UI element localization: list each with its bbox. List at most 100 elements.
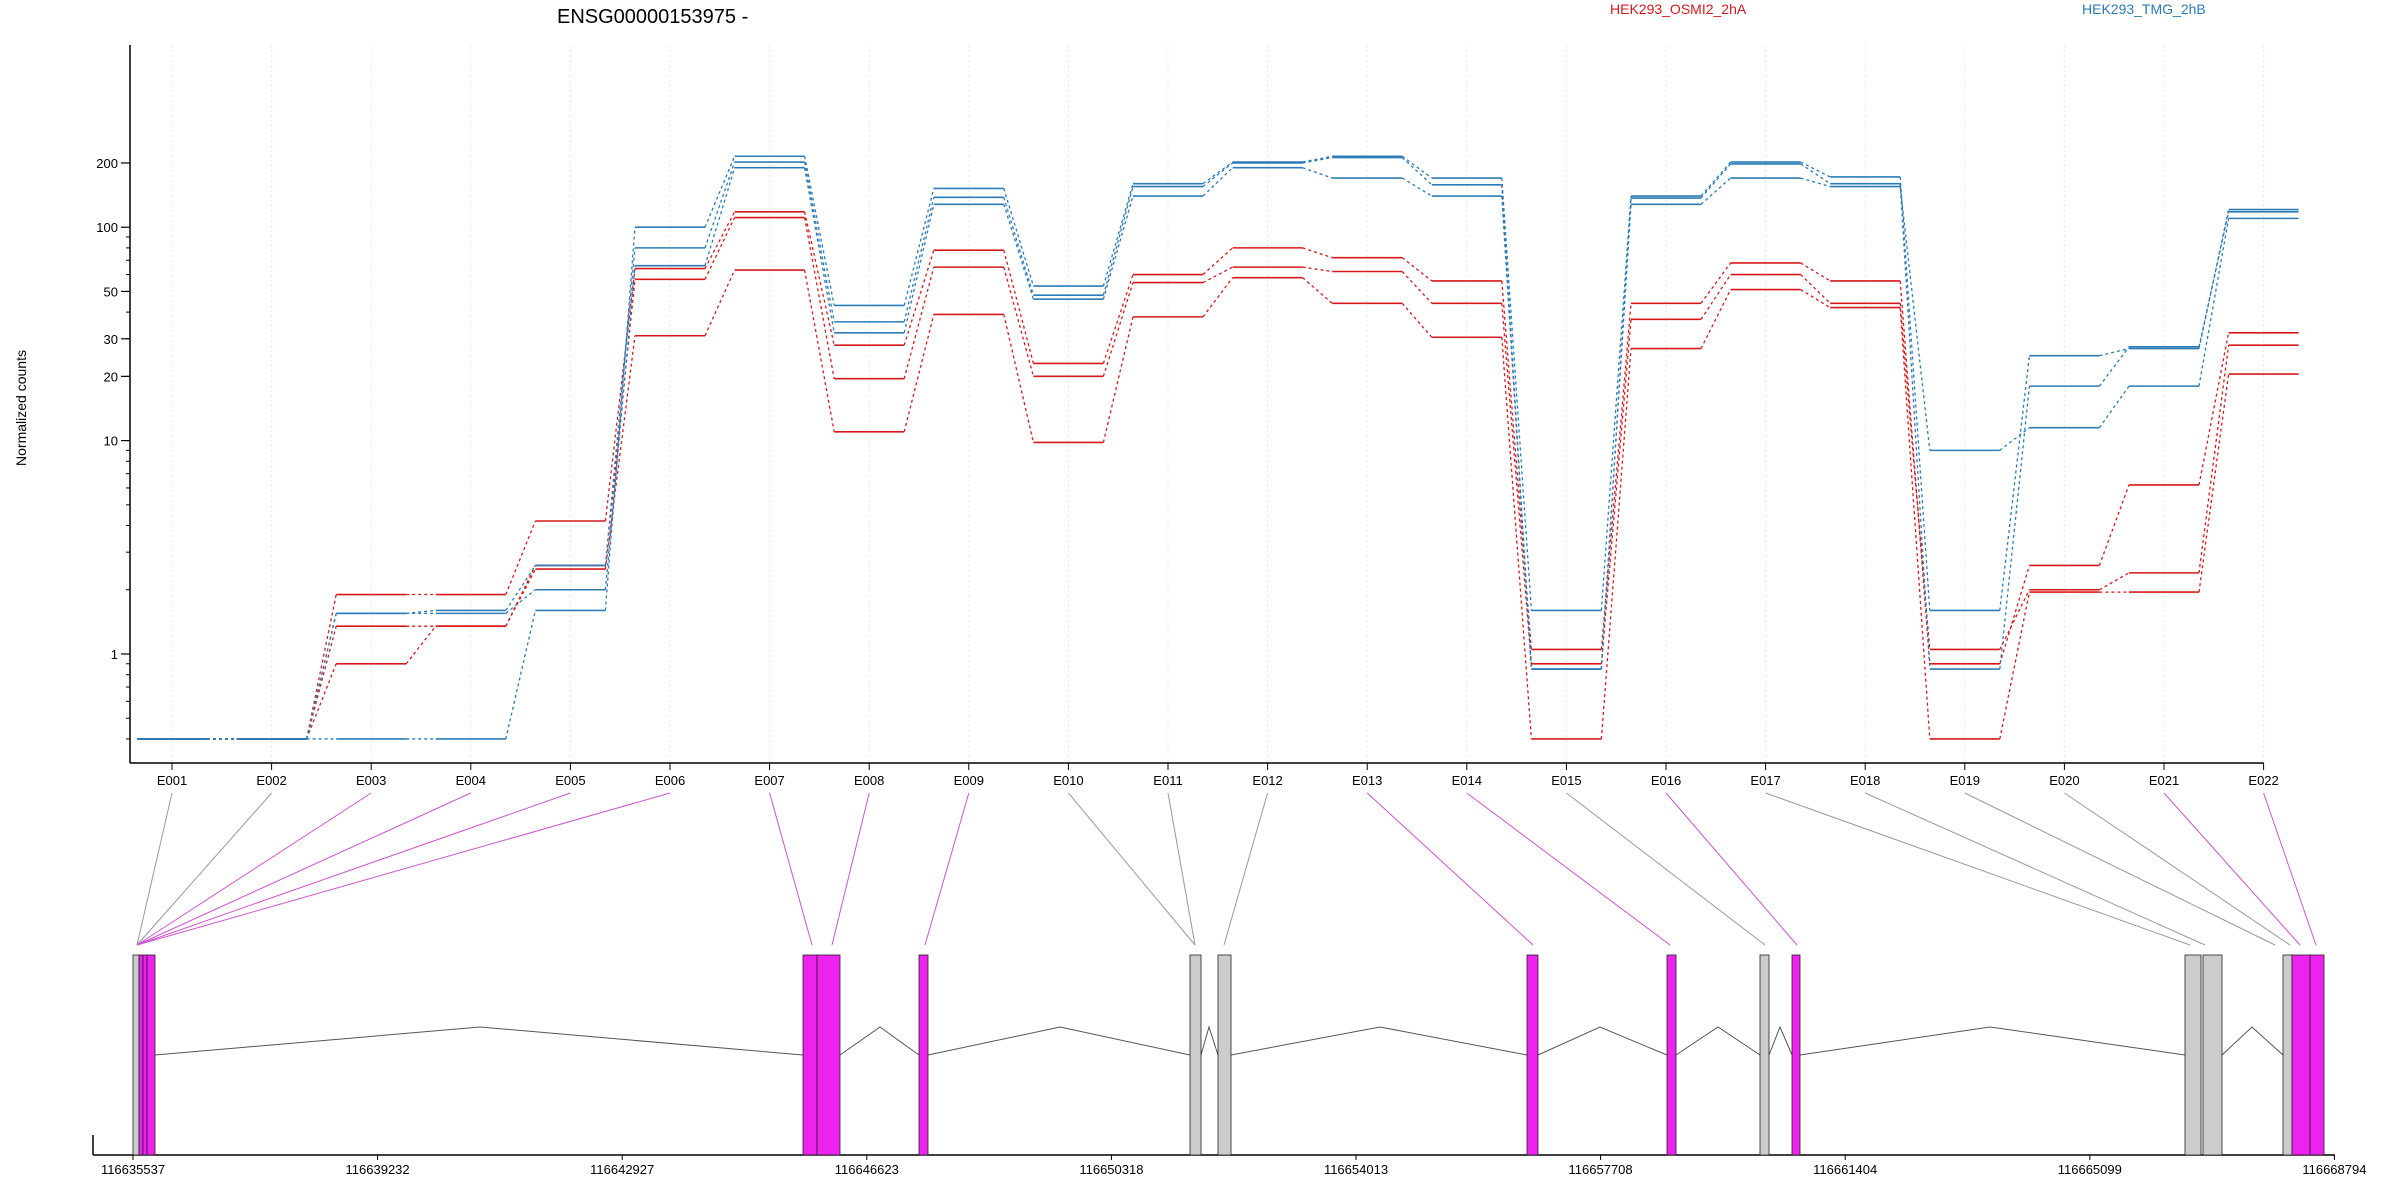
- series-connector: [1501, 303, 1533, 664]
- exon-connector: [1223, 792, 1269, 946]
- series-connector: [1501, 177, 1533, 611]
- exon-connector: [136, 792, 173, 946]
- exon-connector: [924, 792, 970, 946]
- exon-box: [2184, 954, 2202, 1156]
- series-connector: [1202, 277, 1234, 318]
- series-connector: [903, 250, 935, 346]
- coord-label: 116642927: [590, 1162, 654, 1177]
- intron: [1768, 1025, 1793, 1056]
- series-connector: [604, 247, 636, 566]
- legend-series-osmi2: HEK293_OSMI2_2hA: [1610, 1, 1747, 17]
- exon-box: [918, 954, 929, 1156]
- intron: [927, 1026, 1191, 1056]
- series-connector: [903, 188, 935, 306]
- series-connector: [1899, 176, 1931, 611]
- x-tick-label: E010: [1053, 773, 1083, 788]
- legend-series-tmg: HEK293_TMG_2hB: [2082, 1, 2206, 17]
- series-connector: [803, 269, 835, 432]
- coord-label: 116654013: [1324, 1162, 1388, 1177]
- series-connector: [2198, 211, 2230, 347]
- series-connector: [405, 625, 437, 665]
- series-connector: [1102, 274, 1134, 364]
- exon-box: [2309, 954, 2325, 1156]
- series-connector: [1600, 348, 1632, 739]
- series-connector: [1302, 156, 1333, 164]
- series-connector: [505, 589, 536, 614]
- series-connector: [1102, 282, 1134, 377]
- genomic-coordinate-axis: 116635537 116639232 116642927 116646623 1166…: [101, 1155, 2366, 1177]
- series-connector: [1501, 337, 1533, 739]
- exon-connector: [1864, 792, 2206, 946]
- y-tick-label: 30: [104, 332, 118, 347]
- series-connector: [1600, 319, 1632, 664]
- series-connector: [2198, 345, 2230, 573]
- exon-connector: [136, 792, 372, 946]
- series-connector: [1003, 266, 1035, 377]
- x-tick-label: E017: [1750, 773, 1780, 788]
- series-connector: [1501, 195, 1533, 670]
- series-connector: [305, 594, 337, 740]
- x-tick-label: E022: [2248, 773, 2278, 788]
- exon-connector: [1167, 792, 1196, 946]
- intron: [1200, 1025, 1219, 1056]
- series-connector: [1102, 316, 1134, 443]
- exon-box: [1189, 954, 1202, 1156]
- series-connector: [1003, 314, 1035, 443]
- exon-connector: [1964, 792, 2276, 946]
- series-connector: [1999, 355, 2031, 611]
- series-connector: [1003, 204, 1035, 300]
- x-tick-label: E020: [2049, 773, 2079, 788]
- y-tick-label: 10: [104, 434, 118, 449]
- series-connector: [1999, 565, 2031, 664]
- exon-box: [2202, 954, 2223, 1156]
- series-connector: [803, 156, 835, 306]
- intron: [2221, 1026, 2284, 1056]
- coord-label: 116665099: [2058, 1162, 2122, 1177]
- series-connector: [1302, 155, 1333, 163]
- x-tick-label: E004: [456, 773, 486, 788]
- series-connector: [1999, 427, 2030, 451]
- series-connector: [2098, 484, 2130, 566]
- exon-box: [132, 954, 140, 1156]
- series-connector: [1202, 266, 1233, 284]
- series-connector: [1401, 257, 1433, 282]
- series-connector: [1899, 307, 1931, 739]
- intron: [1799, 1026, 2186, 1056]
- series-connector: [1102, 195, 1134, 300]
- series-connector: [2198, 218, 2230, 387]
- exon-connector: [831, 792, 870, 946]
- series-connector: [1202, 247, 1234, 276]
- series-connector: [305, 663, 337, 740]
- exon-box: [1526, 954, 1539, 1156]
- series-layer: [137, 155, 2299, 740]
- series-connector: [803, 211, 835, 346]
- series-connector: [1800, 289, 1831, 309]
- series-connector: [704, 217, 736, 280]
- coord-label: 116661404: [1813, 1162, 1877, 1177]
- coord-label: 116646623: [835, 1162, 899, 1177]
- series-connector: [903, 314, 935, 432]
- x-tick-label: E002: [256, 773, 286, 788]
- coord-label: 116657708: [1569, 1162, 1633, 1177]
- series-connector: [1700, 161, 1732, 197]
- exon-box: [1759, 954, 1770, 1156]
- exon-box: [1791, 954, 1801, 1156]
- exon-connector: [1068, 792, 1196, 946]
- exon-box: [146, 954, 156, 1156]
- series-connector: [1302, 277, 1333, 304]
- series-connector: [1700, 163, 1732, 199]
- exon-box: [2282, 954, 2293, 1156]
- x-tick-label: E003: [356, 773, 386, 788]
- series-connector: [1202, 167, 1234, 197]
- x-tick-label: E008: [854, 773, 884, 788]
- exon-connector: [2163, 792, 2301, 946]
- series-connector: [1401, 271, 1433, 304]
- series-connector: [1401, 302, 1433, 338]
- exon-connector: [769, 792, 813, 946]
- x-tick-label: E018: [1850, 773, 1880, 788]
- exon-connector: [2263, 792, 2317, 946]
- series-connector: [1899, 186, 1931, 451]
- series-connector: [1302, 266, 1333, 273]
- series-connector: [1401, 155, 1433, 179]
- coord-label: 116668794: [2302, 1162, 2366, 1177]
